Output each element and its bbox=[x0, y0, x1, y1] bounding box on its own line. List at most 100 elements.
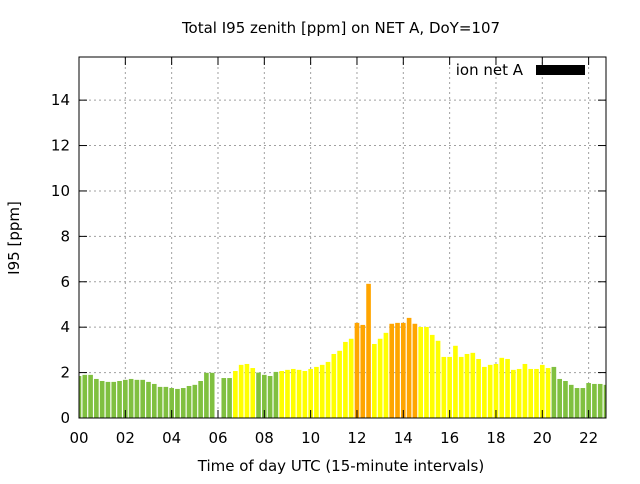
bar bbox=[308, 368, 313, 418]
bar bbox=[441, 356, 447, 418]
bar bbox=[354, 322, 360, 418]
bar bbox=[204, 372, 209, 418]
bar bbox=[557, 378, 562, 418]
bar bbox=[314, 366, 319, 418]
y-tick-label: 10 bbox=[51, 182, 70, 200]
bar bbox=[482, 366, 487, 418]
bar bbox=[493, 363, 499, 418]
x-tick-label: 16 bbox=[440, 429, 459, 447]
bar bbox=[412, 323, 418, 418]
x-axis-label: Time of day UTC (15-minute intervals) bbox=[197, 457, 484, 475]
bar bbox=[105, 381, 111, 418]
bar bbox=[424, 326, 429, 418]
bar bbox=[99, 380, 105, 418]
bar bbox=[267, 375, 273, 418]
bar bbox=[568, 384, 574, 418]
bar bbox=[256, 372, 261, 418]
bar bbox=[429, 334, 435, 418]
bar bbox=[88, 374, 93, 418]
bar bbox=[551, 366, 557, 418]
bar bbox=[331, 353, 337, 418]
bar bbox=[499, 357, 505, 418]
bar bbox=[343, 341, 348, 418]
bar bbox=[128, 378, 134, 418]
bar bbox=[400, 322, 406, 418]
bar bbox=[285, 369, 290, 418]
bar bbox=[233, 371, 238, 418]
bar bbox=[395, 322, 400, 418]
bar bbox=[79, 375, 82, 418]
bar bbox=[151, 383, 157, 418]
bar bbox=[464, 353, 470, 418]
x-tick-label: 14 bbox=[394, 429, 413, 447]
bar bbox=[180, 388, 186, 418]
bar bbox=[511, 369, 516, 418]
bar bbox=[522, 363, 528, 418]
bar bbox=[366, 283, 371, 418]
y-tick-label: 2 bbox=[60, 364, 70, 382]
bar bbox=[360, 324, 366, 418]
bar bbox=[117, 380, 122, 418]
y-tick-label: 0 bbox=[60, 409, 70, 427]
bar bbox=[348, 338, 354, 418]
bar bbox=[221, 378, 227, 418]
x-tick-label: 12 bbox=[347, 429, 366, 447]
legend: ion net A bbox=[456, 61, 585, 79]
x-tick-label: 08 bbox=[255, 429, 274, 447]
bar bbox=[244, 363, 250, 418]
bars bbox=[79, 283, 606, 418]
bar bbox=[198, 380, 203, 418]
bar bbox=[273, 371, 279, 418]
bar bbox=[487, 364, 493, 418]
bar bbox=[319, 364, 325, 418]
bar bbox=[296, 369, 302, 418]
bar bbox=[545, 368, 551, 418]
y-tick-label: 8 bbox=[60, 227, 70, 245]
bar bbox=[192, 384, 198, 418]
plot-frame bbox=[78, 56, 607, 419]
x-tick-label: 04 bbox=[162, 429, 181, 447]
bar bbox=[123, 379, 128, 418]
bar bbox=[82, 374, 88, 418]
x-tick-label: 10 bbox=[301, 429, 320, 447]
bar bbox=[534, 368, 539, 418]
bar bbox=[372, 343, 377, 418]
bar bbox=[325, 361, 331, 418]
bar bbox=[580, 388, 586, 418]
bar bbox=[597, 383, 603, 418]
bar bbox=[157, 386, 163, 418]
x-tick-label: 00 bbox=[69, 429, 88, 447]
bar bbox=[383, 332, 389, 418]
bar bbox=[470, 352, 476, 418]
bar bbox=[592, 383, 597, 418]
y-axis-label: I95 [ppm] bbox=[5, 201, 23, 275]
y-tick-label: 6 bbox=[60, 273, 70, 291]
bar bbox=[186, 385, 192, 418]
bar bbox=[516, 368, 522, 418]
x-tick-label: 20 bbox=[533, 429, 552, 447]
bar bbox=[453, 345, 458, 418]
bar bbox=[337, 350, 342, 418]
bar bbox=[603, 384, 606, 418]
bar bbox=[262, 374, 267, 418]
bar bbox=[505, 358, 510, 418]
bar bbox=[563, 380, 568, 418]
chart-title: Total I95 zenith [ppm] on NET A, DoY=107 bbox=[181, 19, 500, 37]
bar bbox=[302, 371, 308, 418]
bar bbox=[175, 388, 180, 418]
legend-swatch bbox=[536, 65, 585, 75]
y-tick-label: 14 bbox=[51, 91, 70, 109]
x-tick-label: 02 bbox=[116, 429, 135, 447]
bar bbox=[209, 372, 215, 418]
bar bbox=[418, 326, 423, 418]
bar bbox=[163, 386, 169, 418]
x-tick-label: 18 bbox=[486, 429, 505, 447]
legend-label: ion net A bbox=[456, 61, 524, 79]
y-tick-label: 12 bbox=[51, 137, 70, 155]
bar bbox=[435, 340, 441, 418]
bar bbox=[250, 368, 256, 418]
bar bbox=[458, 356, 464, 418]
bar bbox=[238, 364, 244, 418]
bar bbox=[140, 379, 146, 418]
bar bbox=[290, 368, 296, 418]
